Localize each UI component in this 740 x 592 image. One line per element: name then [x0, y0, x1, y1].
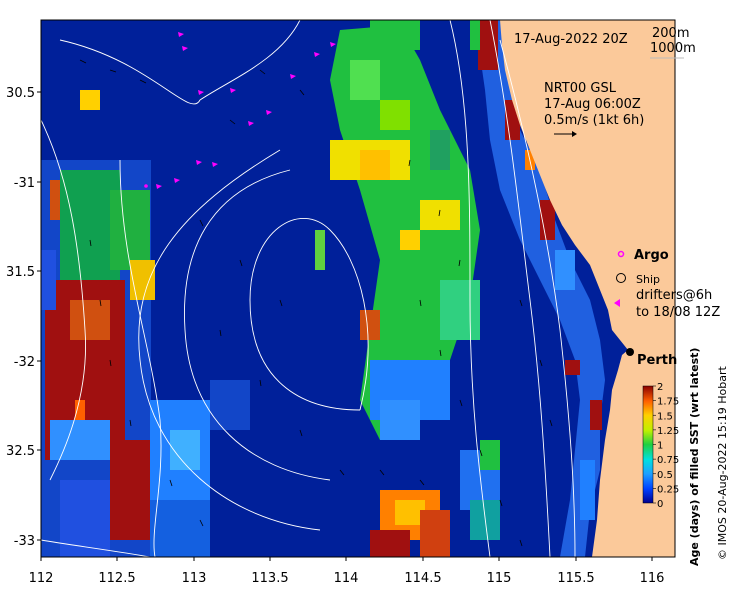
colorbar-title: Age (days) of filled SST (wrt latest) [688, 348, 701, 566]
bathymetry-contours [41, 20, 576, 557]
colorbar-tick-label: 1.25 [657, 426, 679, 437]
plot-frame [40, 19, 676, 558]
current-scale: 0.5m/s (1kt 6h) [544, 113, 644, 128]
drifters-label-1: drifters@6h [636, 288, 712, 303]
current-time: 17-Aug 06:00Z [544, 97, 641, 112]
y-tick-label: 30.5 [6, 86, 35, 101]
x-tick-label: 112 [29, 571, 54, 586]
colorbar-tick-label: 1 [657, 441, 663, 452]
argo-marker [617, 250, 625, 258]
depth-label-1000m: 1000m [650, 41, 696, 56]
x-tick-label: 116 [640, 571, 665, 586]
land-western-australia [500, 20, 675, 557]
drifter-marker [614, 299, 620, 307]
colorbar-tick-label: 1.5 [657, 411, 673, 422]
ship-label: Ship [636, 273, 660, 286]
depth-label-200m: 200m [652, 26, 689, 41]
y-tick-label: 32.5 [6, 444, 35, 459]
colorbar-tick-label: 0 [657, 499, 663, 510]
ship-marker [616, 273, 626, 283]
sst-age-central [315, 20, 480, 440]
x-tick-label: 113 [182, 571, 207, 586]
drifters-label-2: to 18/08 12Z [636, 305, 720, 320]
y-tick-label: 31.5 [6, 265, 35, 280]
sst-age-southeast [370, 440, 500, 557]
y-tick-label: -32 [14, 355, 35, 370]
x-tick-label: 114 [334, 571, 359, 586]
sst-age-west [41, 90, 155, 557]
drifter-tracks [144, 32, 336, 189]
x-tick-label: 114.5 [404, 571, 441, 586]
scale-arrow [554, 131, 577, 137]
plot-area [41, 20, 675, 557]
x-tick-label: 112.5 [98, 571, 135, 586]
perth-label: Perth [637, 353, 677, 368]
y-tick-label: -33 [14, 534, 35, 549]
x-tick-label: 115.5 [557, 571, 594, 586]
colorbar-ticks: 2 1.75 1.5 1.25 1 0.75 0.5 0.25 0 [653, 382, 679, 510]
colorbar-tick-label: 0.25 [657, 484, 679, 495]
colorbar-tick-label: 1.75 [657, 397, 679, 408]
colorbar [642, 385, 654, 504]
current-arrows [79, 59, 553, 547]
colorbar-tick-label: 2 [657, 382, 663, 393]
colorbar-tick-label: 0.5 [657, 470, 673, 481]
colorbar-tick-label: 0.75 [657, 455, 679, 466]
credit-text: © IMOS 20-Aug-2022 15:19 Hobart [716, 366, 729, 560]
perth-marker [626, 348, 634, 356]
x-tick-label: 115 [487, 571, 512, 586]
y-axis: 30.5 -31 31.5 -32 32.5 -33 [6, 86, 41, 549]
x-axis: 112 112.5 113 113.5 114 114.5 115 115.5 116 [29, 557, 665, 586]
date-label: 17-Aug-2022 20Z [514, 32, 628, 47]
y-tick-label: -31 [14, 176, 35, 191]
argo-label: Argo [634, 248, 669, 263]
x-tick-label: 113.5 [251, 571, 288, 586]
current-model: NRT00 GSL [544, 81, 617, 96]
